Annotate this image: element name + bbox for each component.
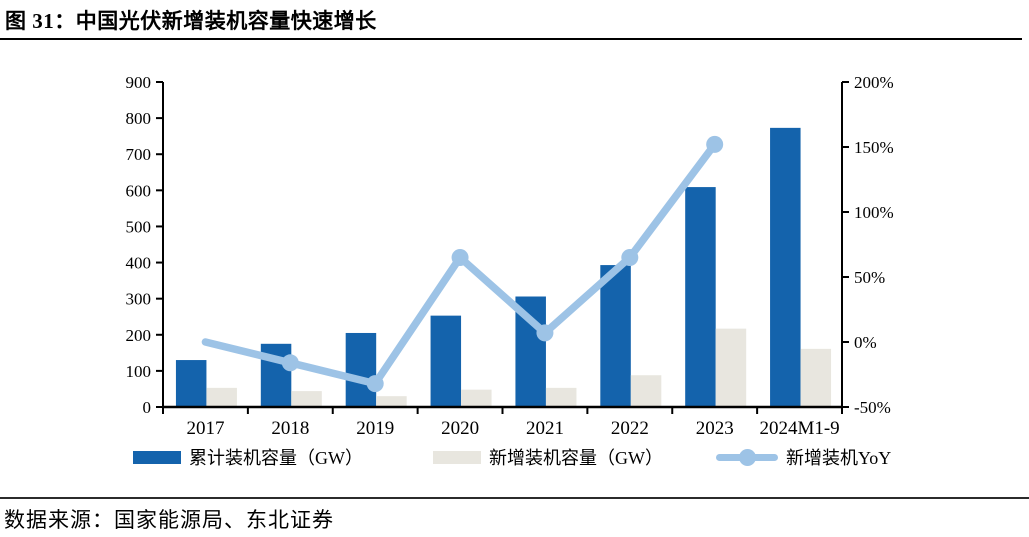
left-axis-tick-label: 300 <box>126 290 152 309</box>
bar-cumulative-2017 <box>175 360 207 407</box>
left-axis-tick-label: 0 <box>143 398 152 417</box>
left-axis-tick-label: 400 <box>126 254 152 273</box>
left-axis-tick-label: 500 <box>126 217 152 236</box>
legend-label-cumulative: 累计装机容量（GW） <box>189 448 363 468</box>
legend-item-new: 新增装机容量（GW） <box>433 444 663 470</box>
legend-item-cumulative: 累计装机容量（GW） <box>133 444 363 470</box>
legend-label-new: 新增装机容量（GW） <box>489 448 663 468</box>
bar-new-2017 <box>206 387 237 407</box>
left-axis-tick-label: 100 <box>126 362 152 381</box>
left-axis-tick-label: 200 <box>126 326 152 345</box>
yoy-marker-2018 <box>281 354 299 372</box>
x-axis-category-label: 2018 <box>271 418 309 439</box>
right-axis-tick-label: 50% <box>854 268 885 287</box>
data-source: 数据来源：国家能源局、东北证券 <box>4 508 334 532</box>
bar-cumulative-2023 <box>685 187 716 407</box>
bar-cumulative-2019 <box>345 332 377 407</box>
bar-cumulative-2020 <box>430 315 462 407</box>
right-axis-tick-label: 0% <box>854 333 877 352</box>
x-axis-category-label: 2022 <box>611 418 649 439</box>
bar-cumulative-2022 <box>600 265 631 407</box>
bar-new-2023 <box>715 328 747 407</box>
bar-new-2024M1-9 <box>800 348 832 407</box>
x-axis-category-label: 2024M1-9 <box>759 418 839 439</box>
right-axis-tick-label: 100% <box>854 203 894 222</box>
bar-cumulative-2024M1-9 <box>770 127 801 407</box>
right-axis-tick-label: 150% <box>854 138 894 157</box>
right-axis-tick-label: 200% <box>854 73 894 92</box>
bar-new-2019 <box>376 396 407 407</box>
yoy-marker-2021 <box>536 324 554 342</box>
left-axis-tick-label: 900 <box>126 73 152 92</box>
bar-new-2018 <box>291 391 322 407</box>
combo-chart: 0 100 200 300 400 500 600 700 800 900 -50% 0% 50% 100… <box>126 73 894 439</box>
right-axis-tick-label: -50% <box>854 398 891 417</box>
yoy-marker-2022 <box>621 249 639 266</box>
footer-divider <box>0 497 1029 499</box>
bar-new-2021 <box>545 387 577 407</box>
bar-new-2020 <box>461 389 492 407</box>
yoy-marker-2020 <box>451 249 469 266</box>
legend-item-yoy: 新增装机YoY <box>716 444 891 470</box>
x-axis-category-label: 2021 <box>526 418 564 439</box>
left-axis-tick-label: 800 <box>126 109 152 128</box>
title-underline <box>0 38 1022 40</box>
left-axis-tick-label: 700 <box>126 145 152 164</box>
cumulative-bar-swatch <box>133 450 181 464</box>
x-axis-category-label: 2019 <box>356 418 394 439</box>
bar-new-2022 <box>630 375 662 407</box>
chart-legend: 累计装机容量（GW） 新增装机容量（GW） 新增装机YoY <box>0 444 1029 468</box>
yoy-marker-2019 <box>366 375 384 393</box>
x-axis-category-label: 2023 <box>696 418 734 439</box>
yoy-marker-glyph <box>739 448 756 466</box>
x-axis-category-label: 2017 <box>186 418 224 439</box>
legend-label-yoy: 新增装机YoY <box>786 448 892 468</box>
yoy-line-swatch <box>716 448 778 466</box>
x-axis-category-label: 2020 <box>441 418 479 439</box>
yoy-marker-2023 <box>706 135 724 153</box>
new-capacity-bar-swatch <box>433 450 481 464</box>
left-axis-tick-label: 600 <box>126 181 152 200</box>
figure-title: 图 31：中国光伏新增装机容量快速增长 <box>5 9 377 33</box>
